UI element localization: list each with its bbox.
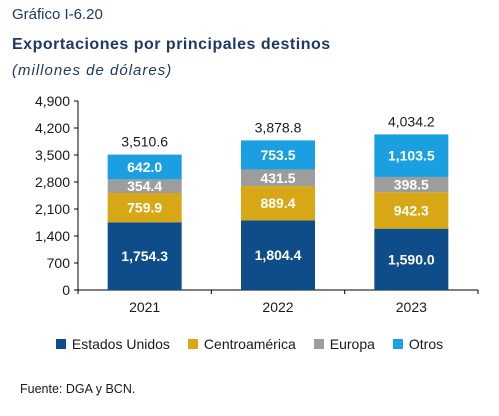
- y-tick-label: 0: [62, 282, 70, 298]
- bar-segment: [241, 169, 315, 187]
- legend-label: Europa: [329, 336, 375, 352]
- bar-segment: [241, 220, 315, 290]
- bar-segment: [374, 228, 449, 290]
- source-note: Fuente: DGA y BCN.: [20, 382, 136, 396]
- bar-value-label: 1,103.5: [388, 148, 435, 164]
- y-tick-label: 4,900: [35, 93, 70, 109]
- bar-total-label: 3,510.6: [121, 134, 168, 150]
- legend-item: Europa: [313, 336, 375, 352]
- legend-swatch: [313, 339, 324, 349]
- bar-value-label: 942.3: [394, 202, 429, 218]
- y-tick-label: 1,400: [35, 228, 70, 244]
- figure-label: Gráfico I-6.20: [12, 6, 103, 23]
- legend-label: Estados Unidos: [71, 336, 170, 352]
- bar-total-label: 4,034.2: [388, 113, 435, 129]
- bar-value-label: 759.9: [127, 200, 162, 216]
- bar-segment: [241, 140, 315, 170]
- y-tick-label: 3,500: [35, 147, 70, 163]
- bar-value-label: 642.0: [127, 159, 162, 175]
- bar-segment: [107, 179, 182, 194]
- bar-segment: [374, 176, 449, 193]
- chart-canvas: 0 700 1,400 2,100 2,800 3,500 4,200 4,900 1,754.…: [35, 93, 479, 315]
- bar-value-label: 1,754.3: [121, 248, 168, 264]
- bar-value-label: 354.4: [127, 178, 162, 194]
- bar-value-label: 889.4: [260, 195, 295, 211]
- bar-segment: [107, 154, 182, 180]
- y-tick-label: 4,200: [35, 120, 70, 136]
- chart-subtitle: (millones de dólares): [12, 62, 173, 79]
- legend-swatch: [392, 339, 403, 349]
- bar-value-label: 398.5: [394, 177, 429, 193]
- x-tick-label: 2023: [396, 299, 427, 315]
- bar-value-label: 1,590.0: [388, 251, 435, 267]
- y-tick-label: 2,100: [35, 201, 70, 217]
- bar-segment: [374, 134, 449, 177]
- y-tick-label: 2,800: [35, 174, 70, 190]
- legend-item: Estados Unidos: [55, 336, 170, 352]
- chart-title: Exportaciones por principales destinos: [12, 36, 331, 53]
- legend-label: Centroamérica: [203, 336, 296, 352]
- legend-label: Otros: [408, 336, 444, 352]
- bar-value-label: 431.5: [260, 170, 295, 186]
- x-tick-label: 2021: [129, 299, 160, 315]
- legend-item: Otros: [392, 336, 444, 352]
- bar-segment: [374, 192, 449, 229]
- bar-segment: [107, 222, 182, 290]
- x-tick-label: 2022: [262, 299, 293, 315]
- bar-value-label: 753.5: [260, 147, 295, 163]
- bar-total-label: 3,878.8: [255, 119, 302, 135]
- bar-segment: [241, 186, 315, 221]
- legend-swatch: [55, 339, 66, 349]
- bar-value-label: 1,804.4: [255, 247, 302, 263]
- bar-segment: [107, 193, 182, 223]
- chart-legend: Estados Unidos Centroamérica Europa Otros: [0, 336, 499, 352]
- legend-swatch: [187, 339, 198, 349]
- y-tick-label: 700: [47, 255, 71, 271]
- legend-item: Centroamérica: [187, 336, 296, 352]
